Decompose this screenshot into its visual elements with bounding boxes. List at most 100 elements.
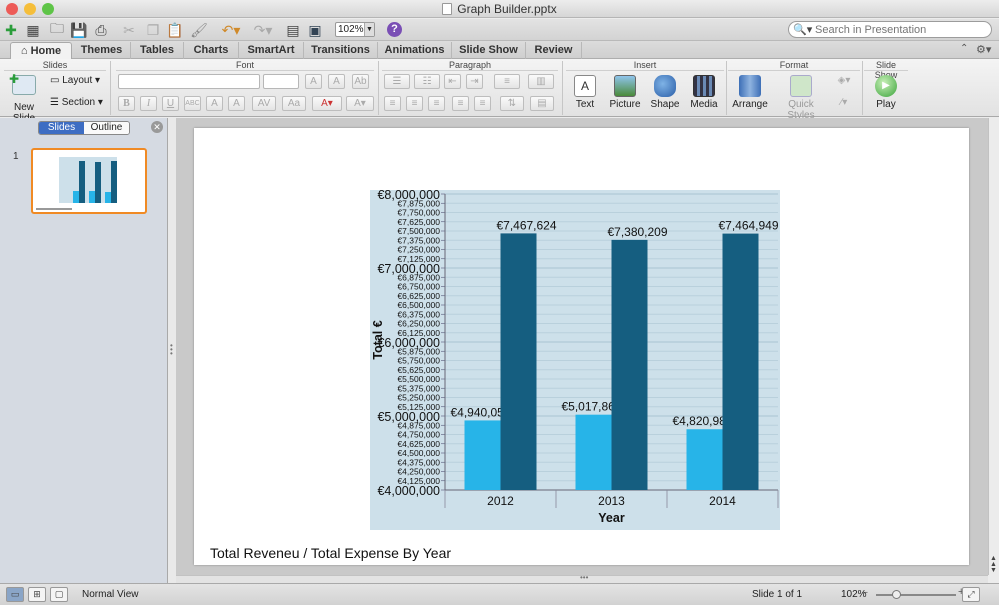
minimize-window-button[interactable] xyxy=(24,3,36,15)
line-spacing-button[interactable]: ≡ xyxy=(494,74,520,89)
play-button[interactable]: ▶ Play xyxy=(866,75,906,110)
presenter-view-button[interactable]: ▢ xyxy=(50,587,68,602)
font-size-select[interactable] xyxy=(263,74,299,89)
copy-icon[interactable]: ❐ xyxy=(146,21,160,38)
align-right-button[interactable]: ≡ xyxy=(428,96,445,111)
y-tick-label-minor: €6,375,000 xyxy=(397,309,440,319)
slide-caption[interactable]: Total Reveneu / Total Expense By Year xyxy=(210,545,452,561)
slide-number: 1 xyxy=(13,151,19,162)
layout-button[interactable]: ▭ Layout ▾ xyxy=(50,75,101,86)
tab-review[interactable]: Review xyxy=(526,42,582,59)
close-window-button[interactable] xyxy=(6,3,18,15)
highlight-button[interactable]: A▾ xyxy=(346,96,374,111)
new-slide-button[interactable]: ✚ New Slide xyxy=(9,72,36,124)
insert-text-button[interactable]: A Text xyxy=(567,75,603,110)
gallery-icon[interactable]: ▦ xyxy=(26,21,40,38)
new-document-icon[interactable]: ✚ xyxy=(5,21,17,38)
collapse-ribbon-icon[interactable]: ⌃ xyxy=(960,43,969,54)
y-tick-label-minor: €6,750,000 xyxy=(397,282,440,292)
help-icon[interactable]: ? xyxy=(387,22,402,37)
zoom-slider[interactable] xyxy=(876,594,956,596)
insert-media-button[interactable]: Media xyxy=(686,75,722,110)
zoom-out-icon[interactable]: – xyxy=(862,587,868,598)
tab-tables[interactable]: Tables xyxy=(131,42,184,59)
previous-next-slide-icon[interactable]: ▲ ▲ ▼ xyxy=(990,555,997,574)
undo-icon[interactable]: ↶▾ xyxy=(221,21,241,38)
print-icon[interactable]: ⎙ xyxy=(95,21,107,38)
superscript-button[interactable]: A xyxy=(206,96,223,111)
section-button[interactable]: ☰ Section ▾ xyxy=(50,97,103,108)
strikethrough-button[interactable]: ABC xyxy=(184,96,201,111)
media-browser-icon[interactable]: ▣ xyxy=(308,21,322,38)
zoom-window-button[interactable] xyxy=(42,3,54,15)
insert-picture-button[interactable]: Picture xyxy=(606,75,644,110)
align-text-button[interactable]: ▤ xyxy=(530,96,554,111)
group-label-font: Font xyxy=(116,60,374,71)
shape-line-button[interactable]: ∕▾ xyxy=(840,97,848,108)
decrease-font-button[interactable]: A xyxy=(328,74,345,89)
y-tick-label-major: €4,000,000 xyxy=(377,484,440,498)
vertical-scrollbar[interactable]: ▲ ▲ ▼ xyxy=(988,118,999,575)
tab-themes[interactable]: Themes xyxy=(73,42,131,59)
character-spacing-button[interactable]: AV xyxy=(252,96,276,111)
tab-smartart[interactable]: SmartArt xyxy=(239,42,304,59)
open-folder-icon[interactable]: 🗀 xyxy=(50,20,64,36)
columns-button[interactable]: ▥ xyxy=(528,74,554,89)
bullets-button[interactable]: ☰ xyxy=(384,74,410,89)
notes-splitter[interactable]: ••• xyxy=(176,573,988,583)
close-pane-icon[interactable]: ✕ xyxy=(151,121,163,133)
cut-icon[interactable]: ✂ xyxy=(123,21,135,38)
arrange-button[interactable]: Arrange xyxy=(730,75,770,110)
change-case-button[interactable]: Aa xyxy=(282,96,306,111)
distribute-button[interactable]: ≡ xyxy=(474,96,491,111)
font-color-button[interactable]: A▾ xyxy=(312,96,342,111)
subscript-button[interactable]: A xyxy=(228,96,245,111)
italic-button[interactable]: I xyxy=(140,96,157,111)
tab-home[interactable]: ⌂ Home xyxy=(10,42,72,59)
bar-chart[interactable]: €4,125,000€4,250,000€4,375,000€4,500,000… xyxy=(370,190,780,530)
outdent-button[interactable]: ⇤ xyxy=(444,74,461,89)
paste-icon[interactable]: 📋 xyxy=(166,21,184,38)
y-tick-label-minor: €6,625,000 xyxy=(397,291,440,301)
text-direction-button[interactable]: ⇅ xyxy=(500,96,524,111)
zoom-in-icon[interactable]: + xyxy=(958,586,964,598)
search-input[interactable] xyxy=(815,23,985,36)
quick-styles-button[interactable]: Quick Styles xyxy=(774,75,828,121)
zoom-select[interactable]: 102% ▼ xyxy=(335,22,375,37)
tab-slides[interactable]: Slides xyxy=(39,122,84,134)
numbering-button[interactable]: ☷ xyxy=(414,74,440,89)
y-tick-label-minor: €5,750,000 xyxy=(397,356,440,366)
fit-to-window-icon[interactable]: ⤢ xyxy=(962,587,980,602)
bold-button[interactable]: B xyxy=(118,96,135,111)
insert-shape-button[interactable]: Shape xyxy=(647,75,683,110)
increase-font-button[interactable]: A xyxy=(305,74,322,89)
shape-fill-button[interactable]: ◈▾ xyxy=(837,75,851,86)
slide-canvas[interactable]: €4,125,000 €4,250,000 €4,375,000 €4,500,000… xyxy=(194,128,969,565)
zoom-slider-knob[interactable] xyxy=(892,590,901,599)
pane-splitter[interactable]: • • • xyxy=(168,118,176,583)
indent-button[interactable]: ⇥ xyxy=(466,74,483,89)
gear-icon[interactable]: ⚙▾ xyxy=(976,44,992,56)
font-name-select[interactable] xyxy=(118,74,260,89)
align-center-button[interactable]: ≡ xyxy=(406,96,423,111)
slide-thumbnail[interactable] xyxy=(31,148,147,214)
normal-view-button[interactable]: ▭ xyxy=(6,587,24,602)
redo-icon[interactable]: ↷▾ xyxy=(253,21,273,38)
tab-charts[interactable]: Charts xyxy=(184,42,239,59)
tab-outline[interactable]: Outline xyxy=(84,122,129,134)
save-icon[interactable]: 💾 xyxy=(70,21,88,38)
tab-slide-show[interactable]: Slide Show xyxy=(452,42,526,59)
y-tick-label-minor: €5,500,000 xyxy=(397,374,440,384)
slide-sorter-view-button[interactable]: ⊞ xyxy=(28,587,46,602)
tab-transitions[interactable]: Transitions xyxy=(304,42,378,59)
tab-animations[interactable]: Animations xyxy=(378,42,452,59)
bar-2012-s2 xyxy=(500,233,537,491)
clear-format-button[interactable]: Ab xyxy=(352,74,369,89)
format-painter-icon[interactable]: 🖌 xyxy=(190,21,208,38)
underline-button[interactable]: U xyxy=(162,96,179,111)
search-box[interactable]: 🔍▾ xyxy=(788,21,992,38)
slide-sorter-icon[interactable]: ▤ xyxy=(286,21,300,38)
align-left-button[interactable]: ≡ xyxy=(384,96,401,111)
justify-button[interactable]: ≡ xyxy=(452,96,469,111)
